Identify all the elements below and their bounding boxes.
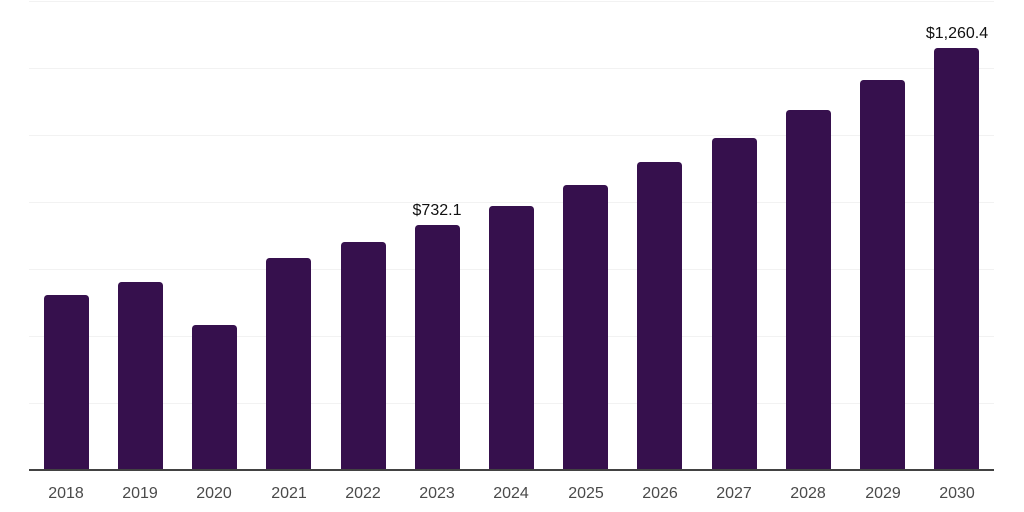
bar-2024[interactable]: [489, 206, 534, 470]
x-tick-label-2027: 2027: [716, 485, 752, 502]
x-tick-label-2030: 2030: [939, 485, 975, 502]
bar-2023[interactable]: [415, 225, 460, 470]
gridline: [29, 1, 994, 2]
x-tick-label-2024: 2024: [493, 485, 529, 502]
gridline: [29, 202, 994, 203]
x-tick-label-2018: 2018: [48, 485, 84, 502]
bar-2018[interactable]: [44, 295, 89, 470]
x-tick-label-2022: 2022: [345, 485, 381, 502]
x-tick-label-2021: 2021: [271, 485, 307, 502]
bar-2030[interactable]: [934, 48, 979, 470]
bar-2019[interactable]: [118, 282, 163, 470]
bar-2022[interactable]: [341, 242, 386, 470]
bar-2026[interactable]: [637, 162, 682, 470]
bar-2029[interactable]: [860, 80, 905, 470]
x-tick-label-2028: 2028: [790, 485, 826, 502]
x-axis-line: [29, 469, 994, 471]
x-tick-label-2019: 2019: [122, 485, 158, 502]
bar-2028[interactable]: [786, 110, 831, 470]
x-tick-label-2023: 2023: [419, 485, 455, 502]
gridline: [29, 135, 994, 136]
bar-2025[interactable]: [563, 185, 608, 470]
bar-2020[interactable]: [192, 325, 237, 470]
x-tick-label-2029: 2029: [865, 485, 901, 502]
x-tick-label-2020: 2020: [196, 485, 232, 502]
x-tick-label-2025: 2025: [568, 485, 604, 502]
gridline: [29, 68, 994, 69]
data-label-2023: $732.1: [412, 202, 462, 219]
bar-2027[interactable]: [712, 138, 757, 470]
x-tick-label-2026: 2026: [642, 485, 678, 502]
data-label-2030: $1,260.4: [925, 25, 989, 42]
bar-2021[interactable]: [266, 258, 311, 470]
